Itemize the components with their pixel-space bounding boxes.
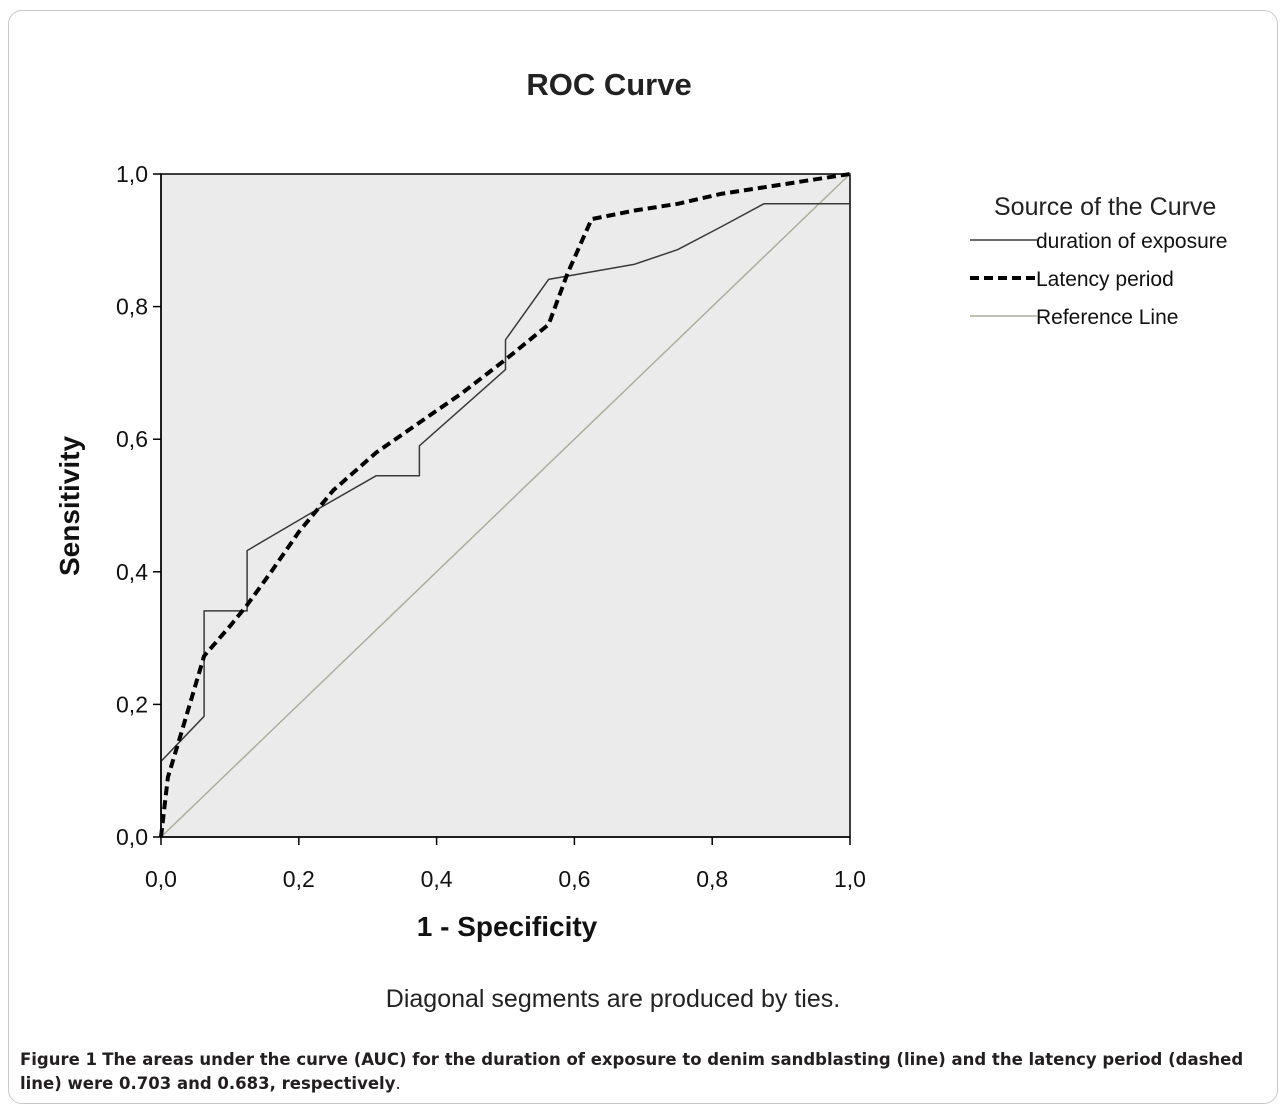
- y-tick-label: 1,0: [116, 161, 148, 187]
- x-tick-label: 0,8: [696, 866, 728, 892]
- series-line-duration-of-exposure: [160, 203, 850, 837]
- y-axis-label: Sensitivity: [54, 436, 85, 576]
- series-line-reference-line: [160, 173, 851, 838]
- footnote: Diagonal segments are produced by ties.: [386, 985, 840, 1013]
- y-tick-label: 0,6: [116, 426, 148, 452]
- x-tick-label: 0,6: [558, 866, 590, 892]
- x-tick-label: 0,0: [145, 866, 177, 892]
- chart-title: ROC Curve: [526, 67, 691, 102]
- y-tick-label: 0,2: [116, 691, 148, 717]
- x-tick-label: 0,4: [421, 866, 453, 892]
- legend-label: Reference Line: [1036, 306, 1178, 329]
- series-line-latency-period: [159, 172, 851, 838]
- caption-label: Figure 1: [20, 1050, 98, 1069]
- caption-text: The areas under the curve (AUC) for the …: [20, 1050, 1244, 1093]
- figure-caption: Figure 1 The areas under the curve (AUC)…: [20, 1048, 1270, 1096]
- x-tick-label: 1,0: [834, 866, 866, 892]
- curves: [159, 172, 851, 838]
- roc-chart: ROC Curve 0,0 0,2 0,4 0,6 0,8 1,0 0,00,20,40,…: [54, 67, 1227, 1013]
- legend-title: Source of the Curve: [994, 193, 1216, 221]
- y-tick-label: 0,8: [116, 294, 148, 320]
- y-tick-label: 0,4: [116, 559, 148, 585]
- x-axis-label: 1 - Specificity: [417, 911, 598, 942]
- caption-end: .: [395, 1074, 401, 1093]
- x-axis: 0,0 0,2 0,4 0,6 0,8 1,0: [145, 836, 866, 892]
- legend-label: Latency period: [1036, 268, 1174, 291]
- y-tick-label: 0,0: [116, 824, 148, 850]
- legend-label: duration of exposure: [1036, 230, 1227, 253]
- x-tick-label: 0,2: [283, 866, 315, 892]
- y-axis: 0,0 0,2 0,4 0,6 0,8 1,0: [116, 161, 162, 850]
- legend: Source of the Curve duration of exposure…: [970, 193, 1227, 329]
